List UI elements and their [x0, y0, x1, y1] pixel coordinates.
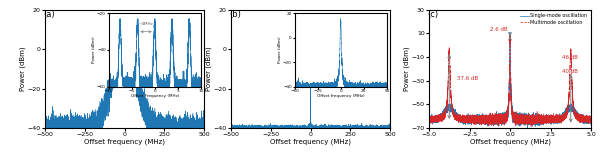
Single-mode oscillation	[587, 120, 595, 122]
Multimode oscillation	[425, 118, 433, 120]
Y-axis label: Power (dBm): Power (dBm)	[404, 47, 410, 91]
Line: Single-mode oscillation: Single-mode oscillation	[429, 32, 591, 128]
Legend: Single-mode oscillation, Multimode oscillation: Single-mode oscillation, Multimode oscil…	[519, 12, 589, 26]
Single-mode oscillation	[425, 118, 433, 120]
Text: 46 dB: 46 dB	[562, 55, 578, 60]
X-axis label: Offset frequency (MHz): Offset frequency (MHz)	[84, 138, 165, 145]
Text: (b): (b)	[229, 10, 241, 19]
Line: Multimode oscillation: Multimode oscillation	[429, 35, 591, 127]
Multimode oscillation	[467, 117, 475, 119]
Text: (c): (c)	[427, 10, 439, 19]
Text: (a): (a)	[43, 10, 55, 19]
Text: 40 dB: 40 dB	[562, 69, 578, 74]
Single-mode oscillation	[449, 111, 457, 113]
Single-mode oscillation	[434, 116, 441, 118]
Multimode oscillation	[508, 112, 515, 114]
Y-axis label: Power (dBm): Power (dBm)	[206, 47, 212, 91]
X-axis label: Offset frequency (MHz): Offset frequency (MHz)	[470, 138, 551, 145]
Y-axis label: Power (dBm): Power (dBm)	[20, 47, 26, 91]
Multimode oscillation	[511, 118, 518, 120]
Multimode oscillation	[587, 122, 595, 124]
Multimode oscillation	[506, 34, 514, 36]
Text: 2.6 dB: 2.6 dB	[490, 27, 508, 32]
Single-mode oscillation	[467, 119, 475, 121]
Single-mode oscillation	[524, 127, 531, 129]
Multimode oscillation	[434, 117, 441, 119]
Single-mode oscillation	[524, 119, 531, 121]
Multimode oscillation	[524, 117, 531, 119]
Single-mode oscillation	[511, 117, 518, 119]
X-axis label: Offset frequency (MHz): Offset frequency (MHz)	[270, 138, 351, 145]
Single-mode oscillation	[508, 105, 515, 107]
Single-mode oscillation	[506, 31, 514, 33]
Multimode oscillation	[527, 126, 535, 128]
Multimode oscillation	[449, 112, 457, 114]
Text: 37.6 dB: 37.6 dB	[457, 76, 478, 81]
